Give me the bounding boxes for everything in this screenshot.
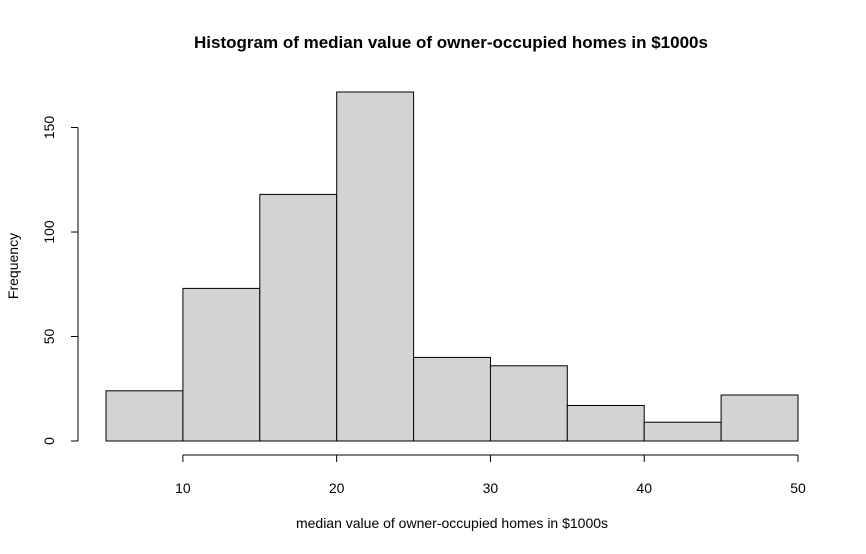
y-axis: 0 50 100 150	[41, 116, 79, 445]
x-tick-label: 10	[175, 480, 191, 496]
y-tick-label: 50	[41, 329, 57, 345]
bars-group	[105, 91, 799, 442]
x-tick-label: 40	[636, 480, 652, 496]
x-axis-title: median value of owner-occupied homes in …	[296, 515, 608, 531]
y-axis-title: Frequency	[5, 233, 21, 299]
histogram-bar	[643, 421, 722, 442]
x-tick-label: 50	[790, 480, 806, 496]
histogram-bar	[182, 287, 261, 442]
histogram-bar	[720, 394, 799, 442]
x-tick-label: 30	[483, 480, 499, 496]
histogram-bar	[105, 390, 184, 442]
y-tick-label: 100	[41, 220, 57, 244]
histogram-bar	[566, 405, 645, 442]
histogram-bar	[489, 365, 568, 442]
histogram-bar	[259, 193, 338, 442]
y-tick-label: 0	[41, 437, 57, 445]
x-axis: 10 20 30 40 50	[175, 454, 806, 496]
y-tick-label: 150	[41, 116, 57, 140]
x-tick-label: 20	[329, 480, 345, 496]
histogram-bar	[413, 356, 492, 442]
chart-title: Histogram of median value of owner-occup…	[194, 33, 708, 52]
histogram-bar	[336, 91, 415, 442]
